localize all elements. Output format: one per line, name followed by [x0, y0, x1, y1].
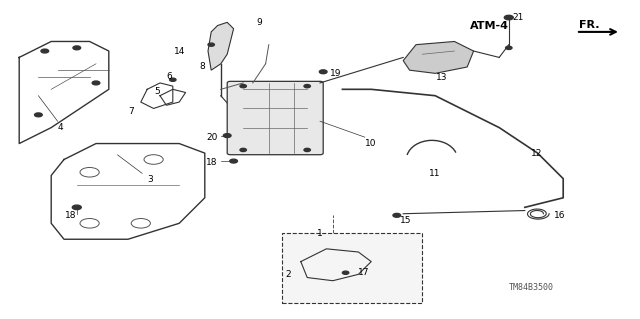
Circle shape	[504, 15, 513, 20]
Text: 13: 13	[436, 73, 447, 82]
Circle shape	[304, 85, 310, 88]
Circle shape	[393, 213, 401, 217]
Circle shape	[208, 43, 214, 46]
Text: 21: 21	[512, 13, 524, 22]
Text: 8: 8	[199, 63, 205, 71]
Text: 1: 1	[317, 229, 323, 238]
Text: 14: 14	[174, 47, 186, 56]
Text: 18: 18	[206, 158, 218, 167]
Circle shape	[240, 85, 246, 88]
Circle shape	[170, 78, 176, 81]
Circle shape	[230, 159, 237, 163]
Polygon shape	[208, 22, 234, 70]
FancyBboxPatch shape	[227, 81, 323, 155]
Text: 7: 7	[129, 107, 134, 116]
Text: 2: 2	[285, 270, 291, 279]
Text: 19: 19	[330, 69, 341, 78]
Circle shape	[506, 46, 512, 49]
Text: TM84B3500: TM84B3500	[509, 283, 554, 292]
Text: 12: 12	[531, 149, 543, 158]
Circle shape	[73, 46, 81, 50]
Text: 9: 9	[256, 18, 262, 27]
Text: 15: 15	[400, 216, 412, 225]
Text: 3: 3	[117, 155, 153, 184]
Circle shape	[240, 148, 246, 152]
Circle shape	[41, 49, 49, 53]
Text: FR.: FR.	[579, 20, 600, 30]
Circle shape	[72, 205, 81, 210]
Circle shape	[223, 134, 231, 137]
Text: ATM-4: ATM-4	[470, 20, 509, 31]
Text: 18: 18	[65, 211, 77, 219]
Circle shape	[304, 148, 310, 152]
Circle shape	[319, 70, 327, 74]
Polygon shape	[403, 41, 474, 73]
Circle shape	[35, 113, 42, 117]
Text: 10: 10	[365, 139, 376, 148]
Text: 6: 6	[166, 72, 172, 81]
Text: 4: 4	[58, 123, 63, 132]
Circle shape	[342, 271, 349, 274]
Text: 17: 17	[358, 268, 370, 277]
Text: 5: 5	[154, 87, 160, 96]
Circle shape	[92, 81, 100, 85]
Text: 16: 16	[554, 211, 565, 220]
FancyBboxPatch shape	[282, 233, 422, 303]
Text: 20: 20	[206, 133, 218, 142]
Text: 11: 11	[429, 169, 441, 178]
